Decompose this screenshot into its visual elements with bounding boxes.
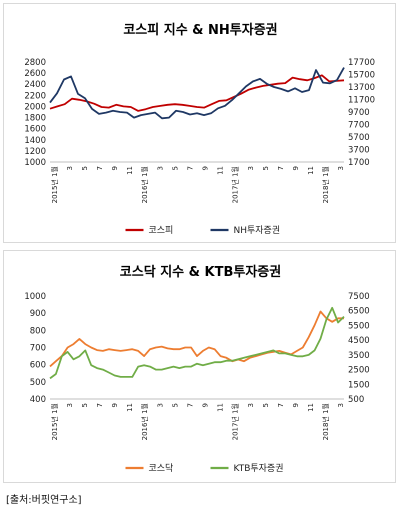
kospi-x-tick-label: 3 [247,166,255,170]
kosdaq-series-line-1 [49,306,345,380]
kosdaq-series-line-0 [49,310,344,368]
kospi-right-tick-label: 1700 [348,158,370,168]
kospi-left-tick-label: 1400 [24,136,46,146]
kosdaq-right-tick-label: 7500 [348,292,370,302]
kosdaq-x-tick-label: 2018년 1월 [321,403,330,440]
source-note: [출처:버핏연구소] [6,495,82,506]
kospi-left-tick-label: 2400 [24,80,46,90]
kospi-right-tick-label: 3700 [348,146,370,156]
kosdaq-right-tick-label: 6500 [348,307,370,317]
kospi-series-line-0 [49,74,345,112]
kosdaq-x-tick-label: 11 [126,403,134,412]
kospi-x-tick-label: 5 [81,166,89,170]
kospi-chart-title: 코스피 지수 & NH투자증권 [123,23,277,38]
kosdaq-right-tick-label: 500 [348,395,364,405]
kospi-x-tick-label: 3 [156,166,164,170]
kosdaq-x-tick-label: 2016년 1월 [140,403,149,440]
kosdaq-right-tick-label: 4500 [348,336,370,346]
kospi-x-tick-label: 11 [307,166,315,175]
kospi-right-tick-label: 13700 [348,83,375,93]
kospi-x-tick-label: 2015년 1월 [50,166,59,203]
kospi-left-tick-label: 2200 [24,91,46,101]
kospi-left-tick-label: 2000 [24,102,46,112]
kospi-x-tick-label: 9 [292,166,300,170]
kospi-x-tick-label: 7 [277,166,285,170]
kospi-x-tick-label: 7 [186,166,194,170]
kospi-left-tick-label: 1600 [24,125,46,135]
kosdaq-x-tick-label: 5 [262,403,270,407]
kosdaq-x-tick-label: 7 [277,403,285,407]
kosdaq-right-tick-label: 2500 [348,366,370,376]
kosdaq-x-tick-label: 11 [217,403,225,412]
chart-panel-kosdaq: 코스닥 지수 & KTB투자증권 400 500 600 700 800 900 1000 50… [3,250,396,483]
kospi-left-tick-label: 1800 [24,114,46,124]
kosdaq-x-tick-label: 5 [171,403,179,407]
kospi-left-tick-label: 1200 [24,147,46,157]
kosdaq-x-tick-label: 9 [292,403,300,407]
kosdaq-left-tick-label: 900 [30,309,46,319]
kospi-left-tick-label: 2800 [24,58,46,68]
kospi-right-tick-label: 5700 [348,133,370,143]
kosdaq-right-tick-label: 3500 [348,351,370,361]
kospi-x-tick-label: 5 [171,166,179,170]
kospi-right-tick-label: 11700 [348,96,375,106]
kospi-legend-label: NH투자증권 [234,224,281,236]
kospi-right-tick-label: 7700 [348,121,370,131]
kospi-left-tick-label: 1000 [24,158,46,168]
kosdaq-x-tick-label: 3 [66,403,74,407]
kosdaq-x-tick-label: 3 [247,403,255,407]
kospi-series-line-1 [49,67,345,120]
kospi-nh-chart: 코스피 지수 & NH투자증권1000120014001600180020002… [24,23,375,236]
kosdaq-left-tick-label: 600 [30,361,46,371]
kospi-left-tick-label: 2600 [24,69,46,79]
kosdaq-right-tick-label: 1500 [348,380,370,390]
kospi-right-tick-label: 15700 [348,71,375,81]
kospi-x-tick-label: 3 [66,166,74,170]
kosdaq-legend-label: 코스닥 [149,463,174,474]
kosdaq-legend-label: KTB투자증권 [234,462,284,474]
kospi-x-tick-label: 2017년 1월 [231,166,240,203]
kosdaq-right-tick-label: 5500 [348,321,370,331]
kosdaq-chart-title: 코스닥 지수 & KTB투자증권 [120,264,281,280]
kosdaq-x-tick-label: 3 [156,403,164,407]
kosdaq-x-tick-label: 3 [337,403,345,407]
kospi-x-tick-label: 11 [126,166,134,175]
kosdaq-left-tick-label: 500 [30,378,46,388]
kosdaq-ktb-chart: 코스닥 지수 & KTB투자증권 400 500 600 700 800 900 1000 50… [24,264,370,474]
kosdaq-x-tick-label: 11 [307,403,315,412]
kosdaq-x-tick-label: 9 [111,403,119,407]
kospi-x-tick-label: 3 [337,166,345,170]
kospi-x-tick-label: 7 [96,166,104,170]
kospi-x-tick-label: 2018년 1월 [321,166,330,203]
chart-panel-kospi: 코스피 지수 & NH투자증권 1000 1200 1400 1600 1800 2000 2… [3,3,396,243]
kospi-x-tick-label: 2016년 1월 [140,166,149,203]
kosdaq-x-tick-label: 2017년 1월 [231,403,240,440]
kosdaq-left-tick-label: 700 [30,344,46,354]
kosdaq-x-tick-label: 2015년 1월 [50,403,59,440]
kosdaq-left-tick-label: 800 [30,326,46,336]
kosdaq-x-tick-label: 7 [96,403,104,407]
kospi-legend-label: 코스피 [149,225,174,236]
kospi-x-tick-label: 5 [262,166,270,170]
kosdaq-x-tick-label: 7 [186,403,194,407]
kosdaq-x-tick-label: 5 [81,403,89,407]
kospi-x-tick-label: 9 [202,166,210,170]
kospi-right-tick-label: 9700 [348,108,370,118]
kosdaq-left-tick-label: 400 [30,395,46,405]
kospi-right-tick-label: 17700 [348,58,375,68]
kospi-x-tick-label: 9 [111,166,119,170]
kosdaq-left-tick-label: 1000 [24,292,46,302]
kosdaq-x-tick-label: 9 [202,403,210,407]
kospi-x-tick-label: 11 [217,166,225,175]
